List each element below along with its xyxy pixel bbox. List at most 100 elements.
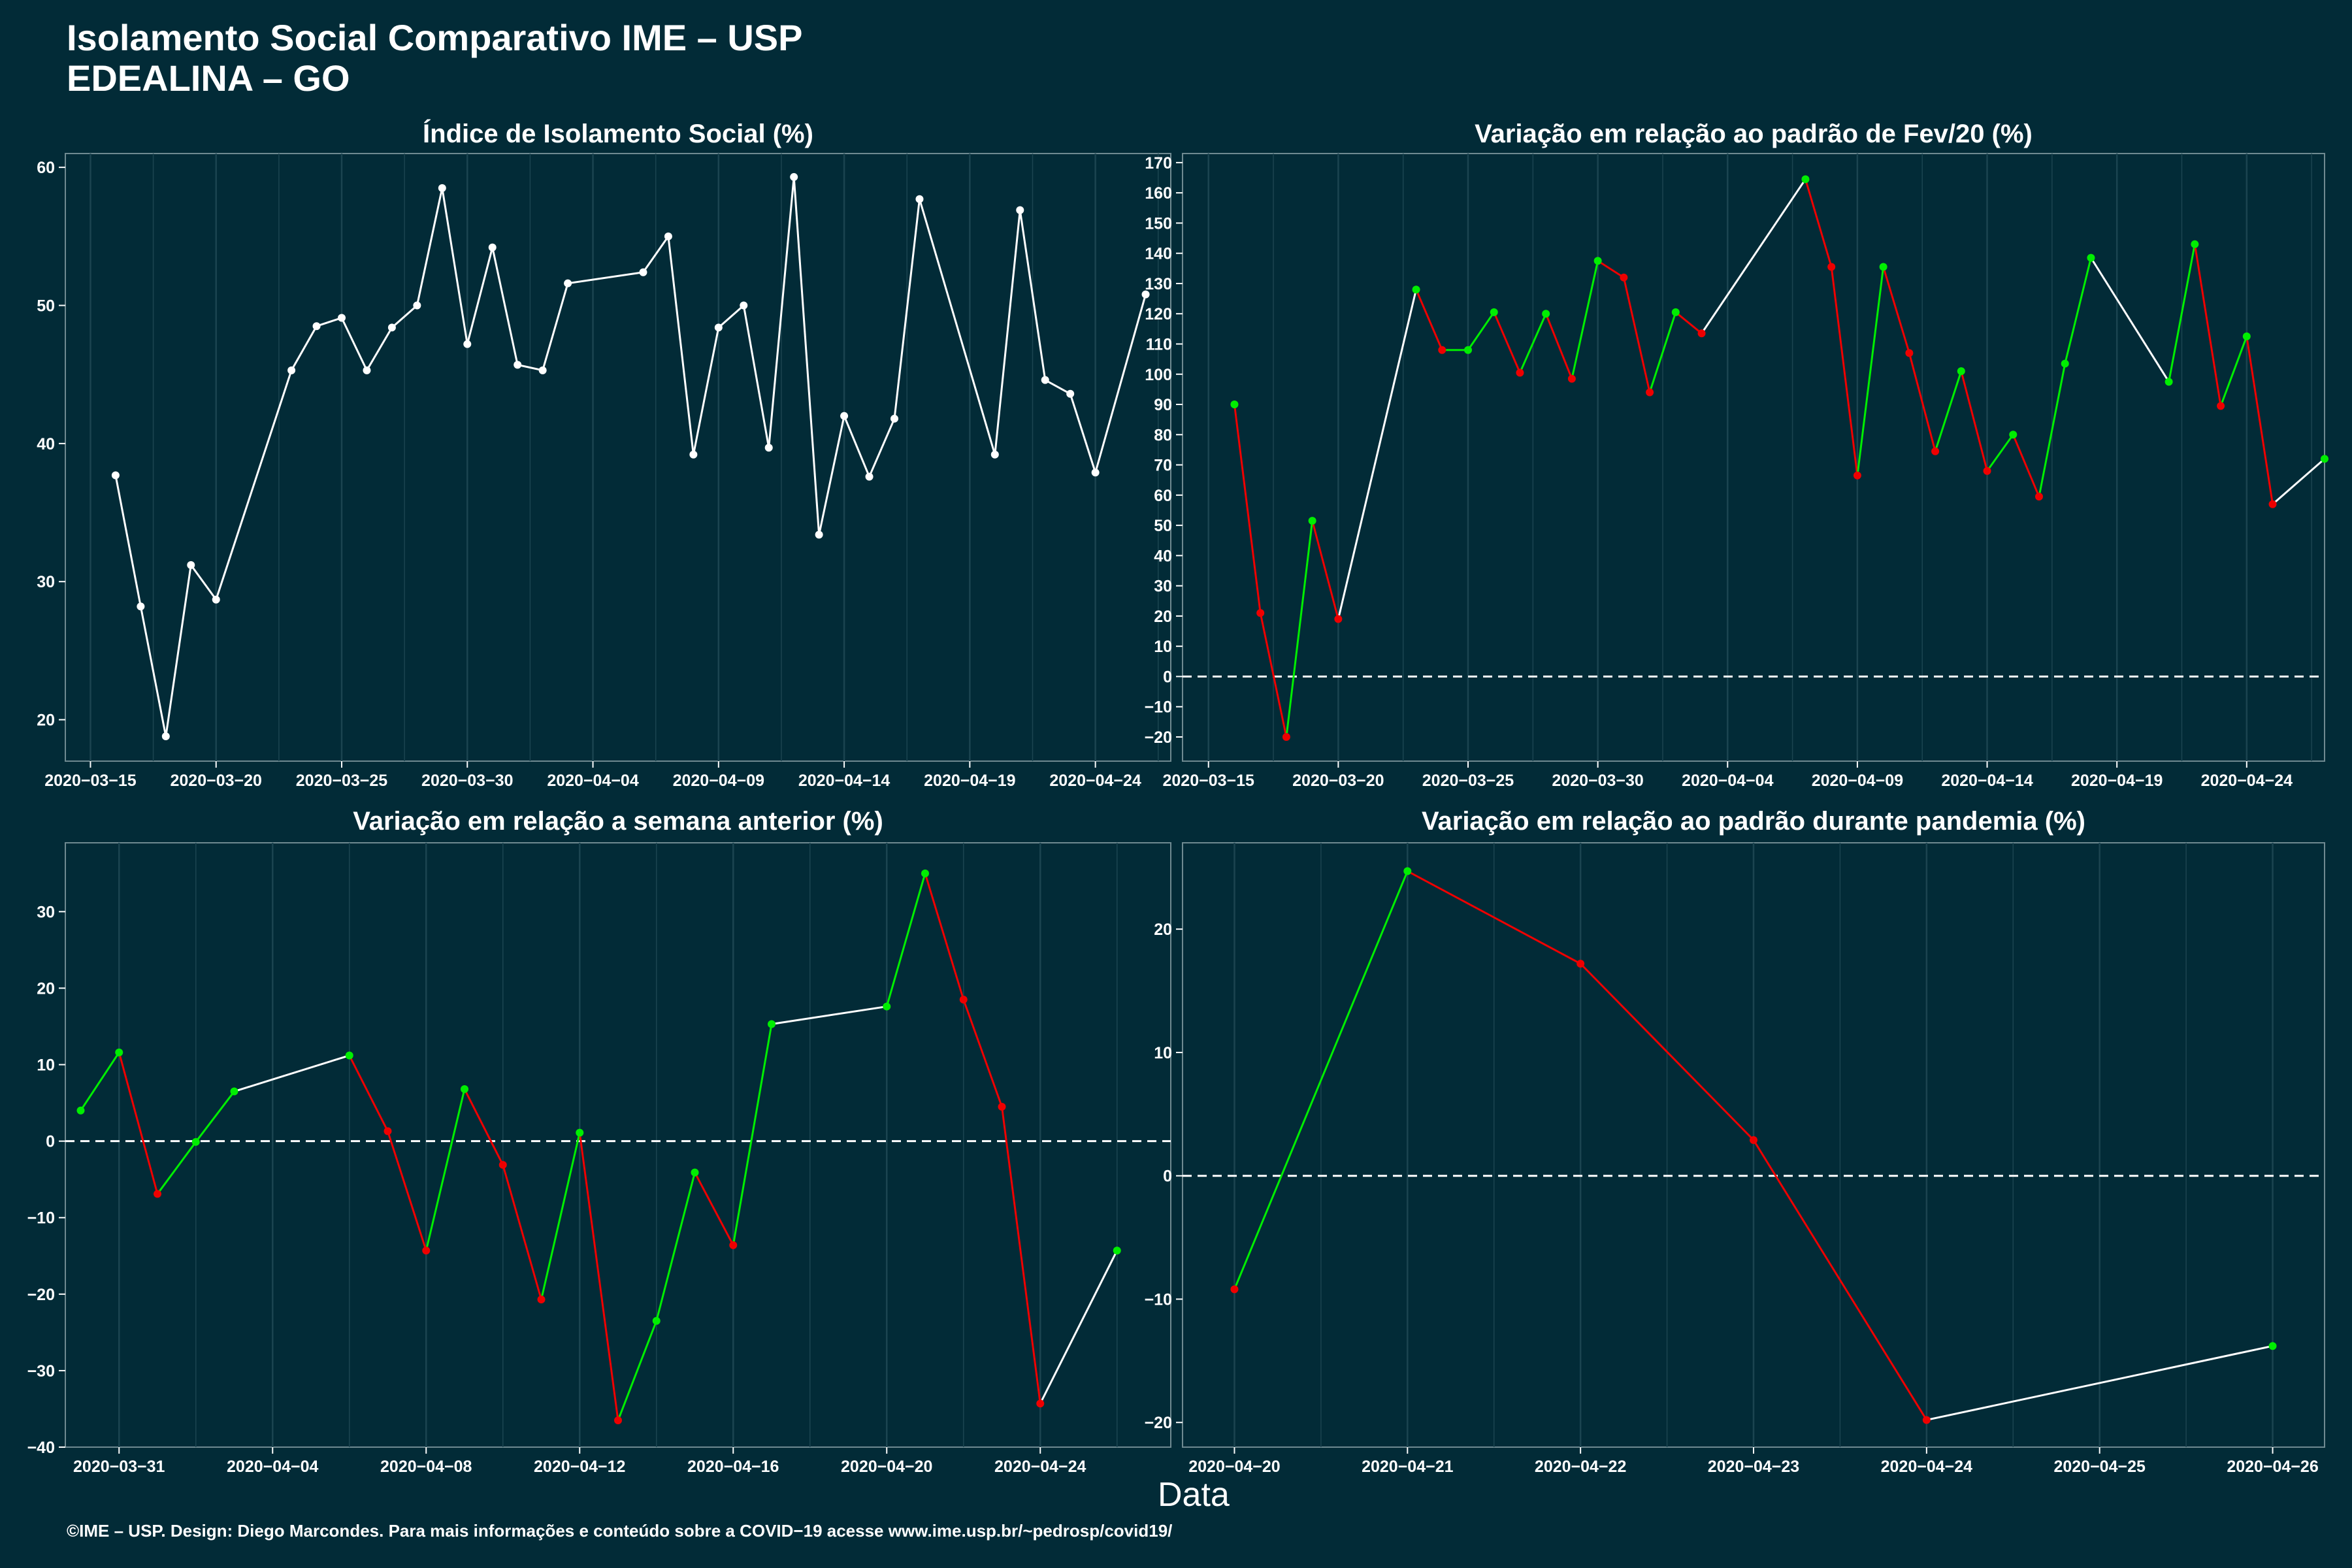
data-point xyxy=(1016,206,1024,214)
y-tick-label: 20 xyxy=(37,979,55,998)
series-segment xyxy=(924,873,965,1000)
data-point xyxy=(691,1168,699,1177)
y-tick-label: 70 xyxy=(1154,457,1172,475)
panel-2: Variação em relação ao padrão de Fev/20 … xyxy=(1145,120,2328,790)
series-segment xyxy=(893,199,921,419)
y-tick-label: 10 xyxy=(37,1056,55,1075)
x-tick-label: 2020−03−25 xyxy=(1422,772,1514,790)
panel-title: Índice de Isolamento Social (%) xyxy=(423,119,813,148)
y-tick-label: 10 xyxy=(1154,638,1172,656)
series-segment xyxy=(387,1130,427,1251)
data-point xyxy=(154,1190,161,1198)
panel-frame xyxy=(65,153,1171,762)
series-segment xyxy=(2064,257,2092,364)
data-point xyxy=(187,561,195,569)
data-point xyxy=(1490,308,1498,316)
data-point xyxy=(2242,332,2251,340)
data-point xyxy=(998,1102,1006,1111)
data-point xyxy=(2087,253,2095,262)
y-tick-label: 140 xyxy=(1145,245,1172,263)
series-segment xyxy=(118,1052,159,1194)
series-segment xyxy=(818,416,845,535)
y-tick-label: 160 xyxy=(1145,184,1172,203)
data-point xyxy=(2035,493,2043,501)
data-point xyxy=(230,1087,238,1096)
series-segment xyxy=(1094,294,1147,473)
data-point xyxy=(1516,368,1524,377)
panel-frame xyxy=(1182,153,2325,762)
series-segment xyxy=(1069,393,1097,473)
data-point xyxy=(463,340,472,348)
y-tick-label: −20 xyxy=(1145,1414,1172,1432)
series-segment xyxy=(1519,313,1547,374)
series-segment xyxy=(919,199,996,455)
series-segment xyxy=(2246,336,2274,504)
data-point xyxy=(1041,376,1049,384)
series-segment xyxy=(567,271,644,285)
data-point xyxy=(2191,240,2199,248)
data-point xyxy=(1308,517,1316,525)
x-tick-label: 2020−04−04 xyxy=(1682,772,1774,790)
data-point xyxy=(1853,471,1861,480)
series-segment xyxy=(694,1171,734,1246)
series-segment xyxy=(1285,520,1314,738)
series-segment xyxy=(1960,370,1988,472)
data-point xyxy=(890,414,898,423)
data-point xyxy=(1256,609,1265,617)
y-tick-label: 170 xyxy=(1145,154,1172,172)
y-tick-label: −10 xyxy=(1145,698,1172,717)
series-segment xyxy=(1882,267,1910,353)
data-point xyxy=(2217,402,2225,410)
series-segment xyxy=(391,304,418,329)
data-point xyxy=(1113,1247,1121,1255)
series-segment xyxy=(139,606,167,737)
data-point xyxy=(865,472,874,481)
data-point xyxy=(212,595,220,604)
series-segment xyxy=(732,1024,773,1246)
footer-credits: ©IME – USP. Design: Diego Marcondes. Par… xyxy=(67,1521,1173,1541)
y-tick-label: 50 xyxy=(1154,517,1172,535)
series-segment xyxy=(502,1164,542,1300)
series-segment xyxy=(1926,1345,2273,1421)
data-point xyxy=(714,323,723,332)
y-tick-label: 130 xyxy=(1145,275,1172,293)
data-point xyxy=(764,444,773,452)
y-tick-label: 30 xyxy=(37,903,55,921)
series-segment xyxy=(425,1088,466,1251)
data-point xyxy=(312,322,321,331)
chart-title-line1: Isolamento Social Comparativo IME – USP xyxy=(67,17,803,58)
series-segment xyxy=(1622,277,1651,393)
data-point xyxy=(161,732,170,740)
data-point xyxy=(538,366,547,374)
data-point xyxy=(1438,346,1446,354)
x-tick-label: 2020−04−16 xyxy=(687,1458,779,1476)
data-point xyxy=(959,996,968,1004)
y-tick-label: 90 xyxy=(1154,396,1172,414)
data-point xyxy=(1230,1285,1239,1294)
x-tick-label: 2020−03−30 xyxy=(1552,772,1643,790)
data-point xyxy=(915,195,924,203)
y-tick-label: 10 xyxy=(1154,1044,1172,1062)
y-tick-label: −20 xyxy=(1145,728,1172,747)
x-tick-label: 2020−04−04 xyxy=(227,1458,319,1476)
series-segment xyxy=(962,999,1003,1107)
series-segment xyxy=(156,1141,197,1195)
x-tick-label: 2020−04−23 xyxy=(1708,1458,1799,1476)
x-axis-label: Data xyxy=(1158,1476,1230,1514)
x-tick-label: 2020−03−15 xyxy=(1163,772,1255,790)
series-segment xyxy=(667,236,694,455)
series-segment xyxy=(885,873,926,1007)
data-point xyxy=(345,1051,353,1060)
x-tick-label: 2020−04−08 xyxy=(380,1458,472,1476)
data-point xyxy=(1671,308,1680,316)
y-tick-label: 110 xyxy=(1146,335,1172,353)
y-tick-label: 30 xyxy=(37,573,55,591)
data-point xyxy=(1905,349,1914,357)
series-segment xyxy=(1407,870,1581,965)
data-point xyxy=(1922,1416,1931,1424)
data-point xyxy=(1750,1135,1757,1144)
data-point xyxy=(363,366,371,374)
panel-4: Variação em relação ao padrão durante pa… xyxy=(1145,807,2325,1476)
data-point xyxy=(614,1416,622,1425)
